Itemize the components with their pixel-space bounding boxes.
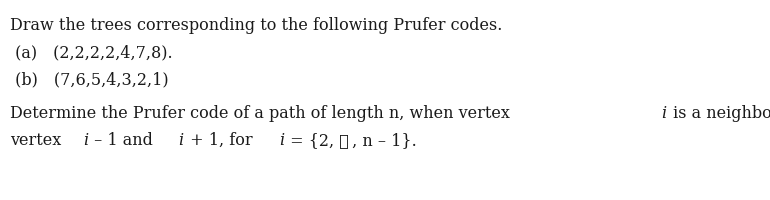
Text: + 1, for: + 1, for [185,132,258,149]
Text: i: i [82,132,88,149]
Text: = {2, ⋯ , n – 1}.: = {2, ⋯ , n – 1}. [286,132,417,149]
Text: vertex: vertex [10,132,66,149]
Text: is a neighbour of: is a neighbour of [668,105,770,122]
Text: i: i [179,132,183,149]
Text: i: i [279,132,284,149]
Text: (b)  (7,6,5,4,3,2,1): (b) (7,6,5,4,3,2,1) [10,71,169,88]
Text: Determine the Prufer code of a path of length n, when vertex: Determine the Prufer code of a path of l… [10,105,515,122]
Text: – 1 and: – 1 and [89,132,159,149]
Text: (a)  (2,2,2,2,4,7,8).: (a) (2,2,2,2,4,7,8). [10,44,172,61]
Text: Draw the trees corresponding to the following Prufer codes.: Draw the trees corresponding to the foll… [10,17,502,34]
Text: i: i [661,105,667,122]
